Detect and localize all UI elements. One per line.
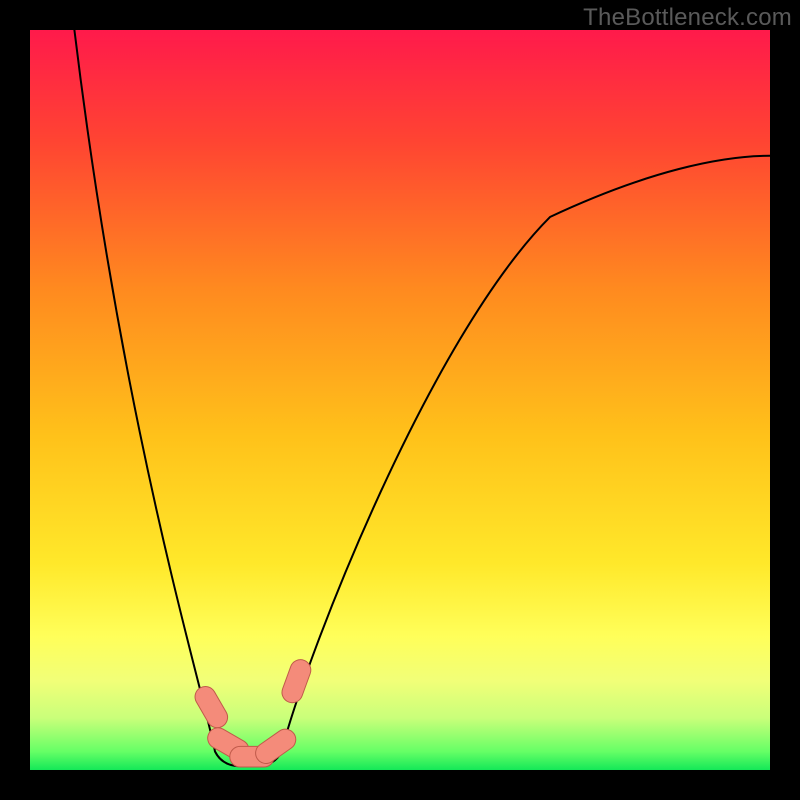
chart-root: TheBottleneck.com <box>0 0 800 800</box>
gradient-background <box>30 30 770 770</box>
chart-svg <box>30 30 770 770</box>
chart-area <box>30 30 770 770</box>
watermark-text: TheBottleneck.com <box>583 4 792 32</box>
